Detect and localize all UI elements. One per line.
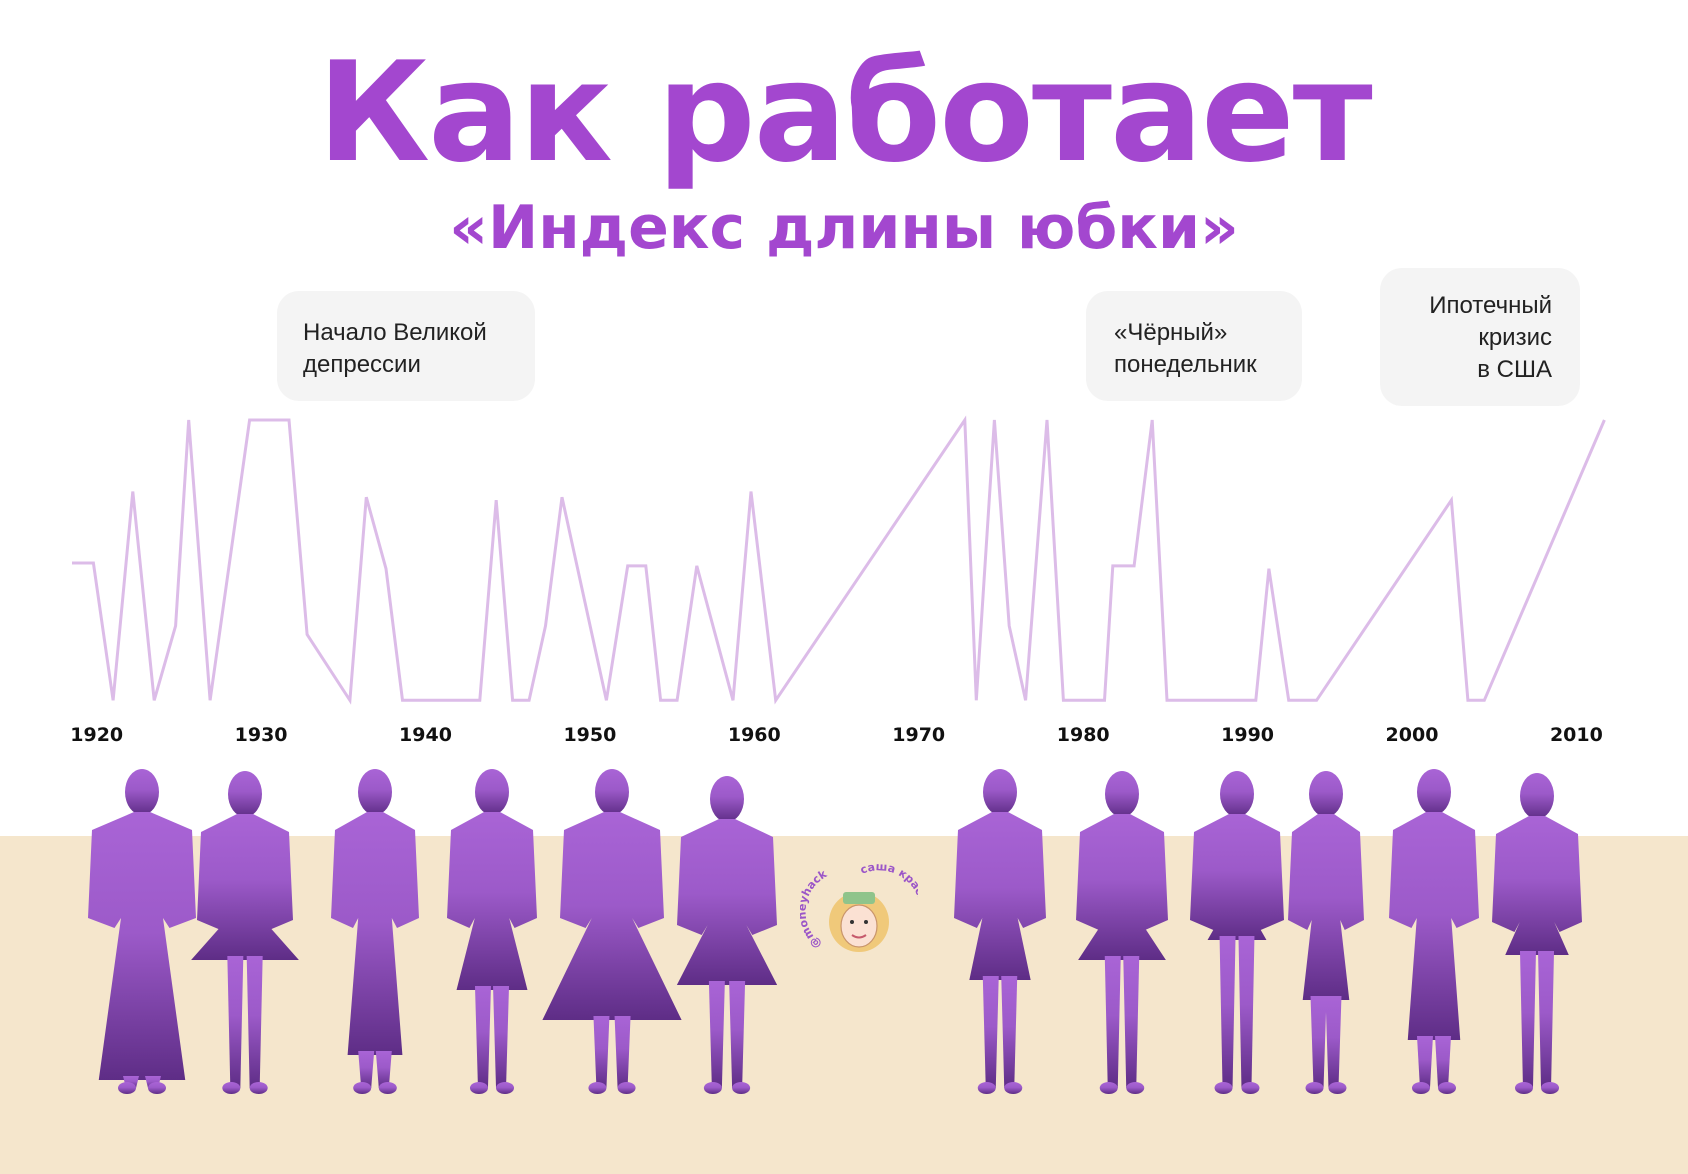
woman-silhouette-icon (1492, 773, 1582, 1094)
avatar-face (840, 904, 878, 948)
callout-line: «Чёрный» (1114, 319, 1228, 346)
woman-silhouette-icon (1389, 769, 1479, 1094)
callout-great-depression: Начало Великой депрессии (277, 291, 535, 401)
callout-line: понедельник (1114, 351, 1257, 378)
woman-silhouette-icon (542, 769, 682, 1094)
woman-silhouette-icon (1190, 771, 1284, 1094)
woman-silhouette-icon (447, 769, 537, 1094)
page-subtitle: «Индекс длины юбки» (449, 193, 1239, 263)
watermark-handle: @moneyhack (795, 867, 829, 952)
watermark: @moneyhack саша краснова (795, 860, 931, 978)
series-line-group (72, 415, 1606, 705)
x-tick-label: 1930 (235, 724, 288, 746)
svg-text:@moneyhack: @moneyhack (800, 867, 830, 952)
x-tick-label: 2000 (1386, 724, 1439, 746)
callout-black-monday: «Чёрный» понедельник (1086, 291, 1302, 401)
page-title: Как работает (317, 32, 1372, 193)
woman-silhouette-icon (1288, 771, 1364, 1094)
x-tick-label: 1940 (399, 724, 452, 746)
money-band-icon (843, 892, 875, 904)
woman-silhouette-icon (1076, 771, 1168, 1094)
x-tick-label: 1950 (563, 724, 616, 746)
x-tick-label: 1920 (70, 724, 123, 746)
callout-line: кризис (1478, 324, 1552, 351)
silhouettes (88, 769, 1582, 1094)
callout-line: депрессии (303, 351, 421, 378)
x-tick-labels: 1920 1930 1940 1950 1960 1970 1980 1990 2000 2010 (70, 724, 1603, 746)
callout-line: Ипотечный (1429, 292, 1552, 319)
woman-silhouette-icon (954, 769, 1046, 1094)
avatar-eye (864, 920, 868, 924)
callout-line: в США (1477, 356, 1552, 383)
x-tick-label: 2010 (1550, 724, 1603, 746)
woman-silhouette-icon (191, 771, 299, 1094)
author-avatar-icon: @moneyhack саша краснова (795, 860, 931, 952)
callout-mortgage-crisis: Ипотечный кризис в США (1380, 268, 1580, 406)
x-tick-label: 1970 (892, 724, 945, 746)
woman-silhouette-icon (88, 769, 196, 1094)
x-tick-label: 1960 (728, 724, 781, 746)
callout-line: Начало Великой (303, 319, 487, 346)
x-tick-label: 1990 (1221, 724, 1274, 746)
woman-silhouette-icon (676, 776, 778, 1094)
woman-silhouette-icon (331, 769, 419, 1094)
series-line (72, 415, 1606, 705)
avatar-mouth (851, 934, 867, 939)
avatar-eye (850, 920, 854, 924)
x-tick-label: 1980 (1057, 724, 1110, 746)
